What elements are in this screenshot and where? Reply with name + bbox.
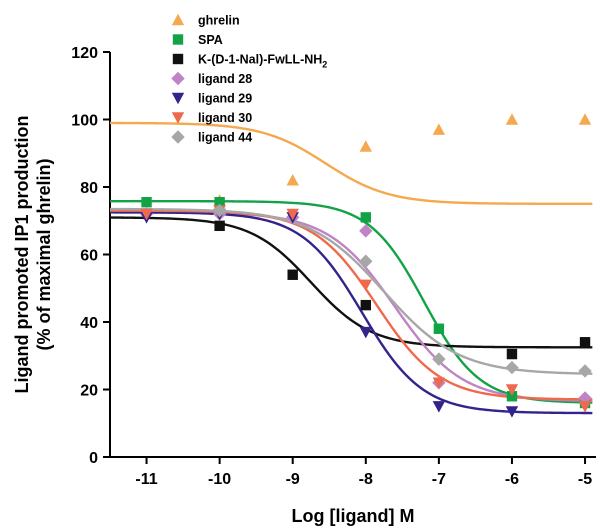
legend: ghrelin SPA K-(D-1-Nal)-FwLL-NH2 ligand 28 l…: [171, 14, 327, 145]
data-point-spa: [506, 391, 518, 402]
fit-curves: [109, 121, 593, 415]
data-point-spa: [141, 196, 152, 208]
legend-label-text: ligand 44: [198, 131, 252, 145]
fit-curve-ligand-44: [109, 207, 593, 375]
legend-marker-spa: [172, 34, 184, 45]
data-point-ligand-44: [578, 364, 592, 378]
data-point-spa: [214, 196, 225, 208]
legend-label-text: SPA: [198, 33, 223, 47]
y-tick-label: 80: [80, 180, 98, 197]
legend-label-text: K-(D-1-Nal)-FwLL-NH: [198, 53, 322, 67]
legend-marker-k-d-1-nal-fwll-nh2: [172, 53, 184, 65]
fit-curve-k-d-1-nal-fwll-nh2: [109, 216, 593, 349]
x-tick-label: -11: [135, 471, 157, 488]
y-tick-label: 20: [80, 383, 98, 400]
x-tick-label: -5: [578, 471, 592, 488]
legend-label-text: ligand 28: [198, 72, 252, 86]
y-tick-label: 0: [89, 450, 98, 467]
legend-marker-ligand-44: [171, 130, 185, 144]
data-point-ligand-29: [505, 406, 519, 418]
x-tick-label: -7: [432, 471, 446, 488]
legend-label: ligand 29: [198, 92, 252, 106]
y-ticks: 0 20 40 60 80 100 120: [71, 45, 110, 467]
data-point-k-d-1-nal-fwll-nh2: [360, 299, 371, 311]
x-ticks: -11 -10 -9 -8 -7 -6 -5: [135, 457, 592, 488]
data-point-ligand-44: [505, 360, 519, 375]
x-axis-title: Log [ligand] M: [292, 506, 415, 526]
data-point-ghrelin: [432, 123, 446, 135]
legend-marker-ligand-28: [171, 71, 185, 86]
data-point-spa: [360, 212, 371, 223]
data-point-ligand-30: [286, 208, 299, 221]
fit-curve-ligand-29: [110, 211, 593, 415]
fit-curve-ghrelin: [110, 121, 593, 206]
y-axis-title-line-1: Ligand promoted IP1 production: [12, 116, 32, 394]
data-point-spa: [433, 323, 445, 334]
legend-marker-ligand-29: [171, 92, 185, 105]
data-point-ligand-44: [359, 254, 373, 268]
x-tick-label: -10: [208, 471, 231, 488]
y-tick-label: 120: [71, 45, 98, 62]
legend-label: ligand 28: [198, 72, 252, 86]
data-point-k-d-1-nal-fwll-nh2: [579, 337, 591, 348]
data-point-ligand-28: [359, 224, 373, 238]
legend-label-subscript: 2: [322, 60, 327, 70]
data-point-k-d-1-nal-fwll-nh2: [287, 269, 298, 280]
legend-marker-ligand-30: [171, 112, 185, 124]
legend-label: SPA: [198, 33, 223, 47]
y-tick-label: 40: [80, 315, 98, 332]
x-tick-label: -8: [359, 471, 373, 488]
data-point-ghrelin: [359, 140, 372, 152]
data-point-k-d-1-nal-fwll-nh2: [214, 220, 225, 232]
data-point-k-d-1-nal-fwll-nh2: [506, 348, 518, 360]
legend-label: ghrelin: [198, 14, 240, 28]
data-point-ligand-30: [432, 377, 446, 389]
legend-label-text: ghrelin: [198, 14, 240, 28]
y-axis-title-line-2: (% of maximal ghrelin): [34, 158, 54, 350]
data-point-ligand-30: [578, 401, 592, 413]
x-tick-label: -6: [505, 471, 519, 488]
x-tick-label: -9: [286, 471, 300, 488]
legend-label: K-(D-1-Nal)-FwLL-NH2: [198, 53, 327, 70]
data-points: [139, 113, 592, 418]
data-point-ghrelin: [578, 113, 592, 125]
data-point-ligand-30: [359, 279, 372, 292]
y-tick-label: 60: [80, 248, 98, 265]
data-point-ghrelin: [286, 174, 299, 186]
data-point-ligand-30: [505, 384, 519, 396]
data-point-ligand-29: [359, 326, 372, 339]
legend-marker-ghrelin: [171, 13, 185, 26]
legend-label: ligand 30: [198, 111, 252, 125]
data-point-ghrelin: [505, 113, 519, 125]
data-point-ligand-30: [140, 208, 153, 221]
legend-label-text: ligand 30: [198, 111, 252, 125]
y-tick-label: 100: [71, 113, 98, 130]
fit-curve-spa: [110, 199, 593, 404]
data-point-ligand-44: [212, 203, 227, 218]
data-point-ligand-44: [432, 352, 446, 366]
fit-curve-ligand-28: [110, 211, 593, 402]
data-point-ligand-29: [432, 401, 446, 413]
legend-label: ligand 44: [198, 131, 252, 145]
legend-label-text: ligand 29: [198, 92, 252, 106]
